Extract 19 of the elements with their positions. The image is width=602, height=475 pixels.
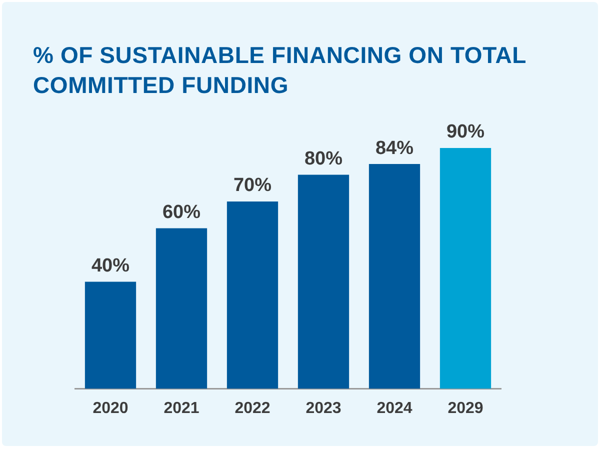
data-label: 70% (233, 175, 272, 196)
x-tick-label: 2021 (164, 400, 200, 417)
bar (84, 282, 136, 389)
data-label: 84% (375, 138, 414, 159)
x-tick-label: 2024 (376, 400, 412, 417)
bar (368, 164, 420, 389)
bar (226, 202, 278, 389)
x-tick-label: 2022 (234, 400, 270, 417)
chart-title: % OF SUSTAINABLE FINANCING ON TOTAL COMMITTED FUNDING (33, 41, 528, 100)
bar (156, 228, 208, 389)
bar (440, 148, 492, 389)
x-tick-label: 2023 (306, 400, 342, 417)
x-tick-label: 2029 (448, 400, 484, 417)
data-label: 80% (304, 148, 343, 170)
x-tick-label: 2020 (92, 400, 128, 417)
data-label: 90% (446, 122, 485, 143)
bar (298, 174, 350, 389)
data-label: 40% (91, 256, 130, 277)
data-label: 60% (162, 202, 201, 223)
